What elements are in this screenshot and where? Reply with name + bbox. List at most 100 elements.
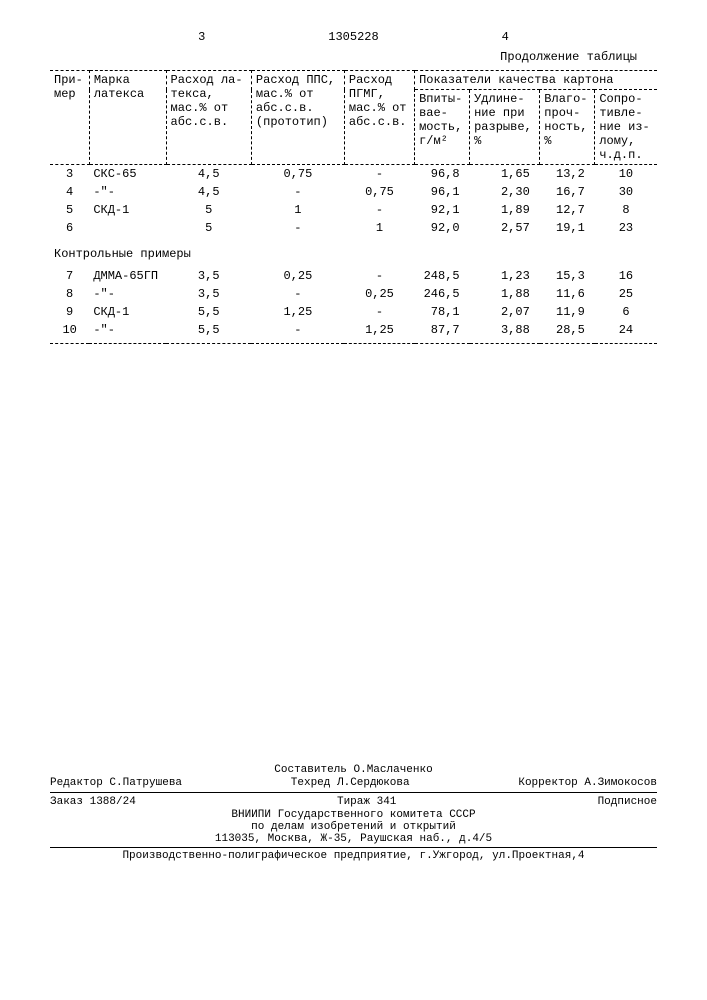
col-brand: Марка латекса bbox=[89, 71, 166, 165]
cell: 4 bbox=[50, 183, 89, 201]
cell: 5,5 bbox=[166, 321, 251, 344]
cell: -"- bbox=[89, 321, 166, 344]
footer-compiler: Составитель О.Маслаченко bbox=[50, 764, 657, 776]
cell: 1,65 bbox=[470, 165, 540, 184]
cell: 5 bbox=[166, 201, 251, 219]
table-row: 10-"-5,5-1,2587,73,8828,524 bbox=[50, 321, 657, 344]
cell: 78,1 bbox=[415, 303, 470, 321]
cell: 8 bbox=[595, 201, 657, 219]
cell: - bbox=[251, 183, 344, 201]
cell: 92,1 bbox=[415, 201, 470, 219]
cell: 4,5 bbox=[166, 183, 251, 201]
col-elong: Удлине- ние при разрыве, % bbox=[470, 90, 540, 165]
cell: 23 bbox=[595, 219, 657, 237]
footer: Составитель О.Маслаченко Редактор С.Патр… bbox=[50, 764, 657, 862]
cell: - bbox=[344, 165, 414, 184]
cell: СКС-65 bbox=[89, 165, 166, 184]
col-fold: Сопро- тивле- ние из- лому, ч.д.п. bbox=[595, 90, 657, 165]
cell: 11,9 bbox=[540, 303, 595, 321]
cell: 92,0 bbox=[415, 219, 470, 237]
cell: 16 bbox=[595, 267, 657, 285]
cell: 13,2 bbox=[540, 165, 595, 184]
cell: 0,25 bbox=[344, 285, 414, 303]
section-row: Контрольные примеры bbox=[50, 237, 657, 267]
cell: 5 bbox=[166, 219, 251, 237]
cell: ДММА-65ГП bbox=[89, 267, 166, 285]
patent-number: 1305228 bbox=[50, 30, 657, 44]
table-continuation: Продолжение таблицы bbox=[50, 50, 657, 64]
table-row: 7ДММА-65ГП3,50,25-248,51,2315,316 bbox=[50, 267, 657, 285]
cell: - bbox=[251, 321, 344, 344]
cell: 5 bbox=[50, 201, 89, 219]
footer-subscription: Подписное bbox=[598, 796, 657, 808]
cell: 96,1 bbox=[415, 183, 470, 201]
cell: 1,89 bbox=[470, 201, 540, 219]
cell: 6 bbox=[595, 303, 657, 321]
page-right: 4 bbox=[502, 30, 509, 44]
col-pps: Расход ППС, мас.% от абс.с.в. (прототип) bbox=[251, 71, 344, 165]
footer-address: 113035, Москва, Ж-35, Раушская наб., д.4… bbox=[50, 833, 657, 845]
cell: 8 bbox=[50, 285, 89, 303]
cell: 28,5 bbox=[540, 321, 595, 344]
footer-org1: ВНИИПИ Государственного комитета СССР bbox=[50, 809, 657, 821]
cell: 24 bbox=[595, 321, 657, 344]
footer-editor: Редактор С.Патрушева bbox=[50, 777, 182, 789]
cell: 3,5 bbox=[166, 285, 251, 303]
cell: СКД-1 bbox=[89, 201, 166, 219]
cell: 0,25 bbox=[251, 267, 344, 285]
table-row: 8-"-3,5-0,25246,51,8811,625 bbox=[50, 285, 657, 303]
cell: 1 bbox=[251, 201, 344, 219]
cell: 87,7 bbox=[415, 321, 470, 344]
cell: - bbox=[251, 219, 344, 237]
cell: СКД-1 bbox=[89, 303, 166, 321]
cell: 9 bbox=[50, 303, 89, 321]
cell: 6 bbox=[50, 219, 89, 237]
cell: 5,5 bbox=[166, 303, 251, 321]
cell: 3 bbox=[50, 165, 89, 184]
table-row: 6 5-192,02,5719,123 bbox=[50, 219, 657, 237]
col-absorb: Впиты- вае- мость, г/м² bbox=[415, 90, 470, 165]
cell: 248,5 bbox=[415, 267, 470, 285]
cell: - bbox=[344, 201, 414, 219]
cell: 4,5 bbox=[166, 165, 251, 184]
cell: - bbox=[251, 285, 344, 303]
col-pgmg: Расход ПГМГ, мас.% от абс.с.в. bbox=[344, 71, 414, 165]
cell: 11,6 bbox=[540, 285, 595, 303]
cell: 1,88 bbox=[470, 285, 540, 303]
table-row: 9СКД-15,51,25-78,12,0711,96 bbox=[50, 303, 657, 321]
cell: 2,07 bbox=[470, 303, 540, 321]
cell: 2,57 bbox=[470, 219, 540, 237]
cell: 0,75 bbox=[344, 183, 414, 201]
cell: 15,3 bbox=[540, 267, 595, 285]
col-quality-group: Показатели качества картона bbox=[415, 71, 657, 90]
col-example: При- мер bbox=[50, 71, 89, 165]
cell: 25 bbox=[595, 285, 657, 303]
cell: 19,1 bbox=[540, 219, 595, 237]
table-row: 3СКС-654,50,75-96,81,6513,210 bbox=[50, 165, 657, 184]
cell: - bbox=[344, 267, 414, 285]
footer-tech: Техред Л.Сердюкова bbox=[291, 777, 410, 789]
cell: 10 bbox=[50, 321, 89, 344]
cell: 16,7 bbox=[540, 183, 595, 201]
cell: 96,8 bbox=[415, 165, 470, 184]
cell: 2,30 bbox=[470, 183, 540, 201]
cell: 246,5 bbox=[415, 285, 470, 303]
table-row: 5СКД-151-92,11,8912,78 bbox=[50, 201, 657, 219]
cell: -"- bbox=[89, 183, 166, 201]
section-label: Контрольные примеры bbox=[50, 237, 657, 267]
table-row: 4-"-4,5-0,7596,12,3016,730 bbox=[50, 183, 657, 201]
cell: 1,25 bbox=[344, 321, 414, 344]
page-left: 3 bbox=[198, 30, 205, 44]
cell: 1,23 bbox=[470, 267, 540, 285]
cell: 0,75 bbox=[251, 165, 344, 184]
footer-circulation: Тираж 341 bbox=[337, 796, 396, 808]
data-table: При- мер Марка латекса Расход ла- текса,… bbox=[50, 70, 657, 344]
cell: 3,88 bbox=[470, 321, 540, 344]
cell: 1 bbox=[344, 219, 414, 237]
col-moist: Влаго- проч- ность, % bbox=[540, 90, 595, 165]
footer-corrector: Корректор А.Зимокосов bbox=[518, 777, 657, 789]
cell: 30 bbox=[595, 183, 657, 201]
cell: 7 bbox=[50, 267, 89, 285]
footer-printer: Производственно-полиграфическое предприя… bbox=[50, 850, 657, 862]
col-latex: Расход ла- текса, мас.% от абс.с.в. bbox=[166, 71, 251, 165]
